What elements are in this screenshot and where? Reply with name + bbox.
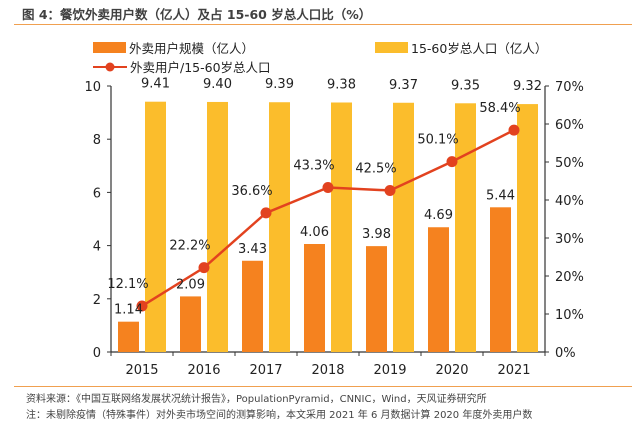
data-label-users: 2.09 [176,277,205,292]
bar-population [517,104,538,352]
right-tick-label: 70% [555,80,584,95]
data-label-population: 9.38 [327,77,356,92]
legend-label-users: 外卖用户规模（亿人） [129,41,255,56]
legend-item-ratio: 外卖用户/15-60岁总人口 [93,57,271,76]
data-label-ratio: 36.6% [231,184,272,199]
bar-population [269,102,290,352]
data-label-population: 9.35 [451,78,480,93]
figure-title: 图 4：餐饮外卖用户数（亿人）及占 15-60 岁总人口比（%） [22,7,372,22]
right-tick-label: 50% [555,156,584,171]
legend-item-users: 外卖用户规模（亿人） [93,38,254,57]
left-tick-label: 4 [93,240,101,255]
ratio-point [136,300,148,312]
bar-users [242,260,263,352]
x-tick-label: 2016 [187,363,220,378]
data-label-users: 5.44 [486,188,515,203]
bar-population [331,102,352,352]
right-tick-label: 60% [555,118,584,133]
right-tick-label: 40% [555,194,584,209]
data-label-users: 3.98 [362,227,391,242]
data-label-population: 9.37 [389,78,418,93]
ratio-point [260,207,272,219]
data-label-population: 9.41 [141,77,170,92]
title-divider [14,24,632,25]
ratio-point [384,185,396,196]
data-label-users: 1.14 [114,303,143,318]
right-tick-label: 0% [555,346,576,361]
bar-population [145,101,166,352]
data-label-ratio: 43.3% [293,158,334,173]
x-tick-label: 2015 [125,363,158,378]
bar-users [180,296,201,352]
legend-swatch-population [375,42,408,53]
bar-population [207,101,228,353]
data-label-users: 4.06 [300,225,329,240]
legend-swatch-ratio [93,62,127,71]
left-tick-label: 10 [84,80,101,95]
bar-population [455,103,476,352]
legend-label-population: 15-60岁总人口（亿人） [411,41,548,56]
right-tick-label: 20% [555,270,584,285]
data-label-ratio: 50.1% [417,133,458,148]
bar-users [118,321,139,352]
left-tick-label: 2 [93,293,101,308]
x-tick-label: 2021 [497,363,530,378]
x-tick-label: 2018 [311,363,344,378]
bar-users [304,244,325,352]
data-label-users: 3.43 [238,242,267,257]
data-label-ratio: 12.1% [107,277,148,292]
bar-users [490,207,511,352]
ratio-point [446,156,458,168]
data-label-ratio: 42.5% [355,162,396,177]
bar-users [366,246,387,352]
footnote: 注：未剔除疫情（特殊事件）对外卖市场空间的测算影响，本文采用 2021 年 6 … [26,410,533,421]
ratio-point [322,181,334,193]
ratio-point [508,124,520,136]
data-label-ratio: 22.2% [169,239,210,254]
x-tick-label: 2017 [249,363,282,378]
data-label-ratio: 58.4% [479,101,520,116]
data-label-population: 9.39 [265,77,294,92]
left-tick-label: 6 [93,186,101,201]
data-label-population: 9.32 [513,79,542,94]
legend-swatch-users [93,42,126,53]
left-tick-label: 0 [93,346,101,361]
x-tick-label: 2020 [435,363,468,378]
bar-users [428,227,449,352]
left-tick-label: 8 [93,133,101,148]
source-note: 资料来源：《中国互联网络发展状况统计报告》，PopulationPyramid，… [26,394,487,405]
right-tick-label: 10% [555,308,584,323]
right-tick-label: 30% [555,232,584,247]
legend-item-population: 15-60岁总人口（亿人） [375,38,547,57]
data-label-population: 9.40 [203,77,232,92]
data-label-users: 4.69 [424,208,453,223]
x-tick-label: 2019 [373,363,406,378]
ratio-point [198,262,210,274]
bar-population [393,102,414,353]
legend-label-ratio: 外卖用户/15-60岁总人口 [130,60,271,75]
footer-divider [14,386,632,387]
